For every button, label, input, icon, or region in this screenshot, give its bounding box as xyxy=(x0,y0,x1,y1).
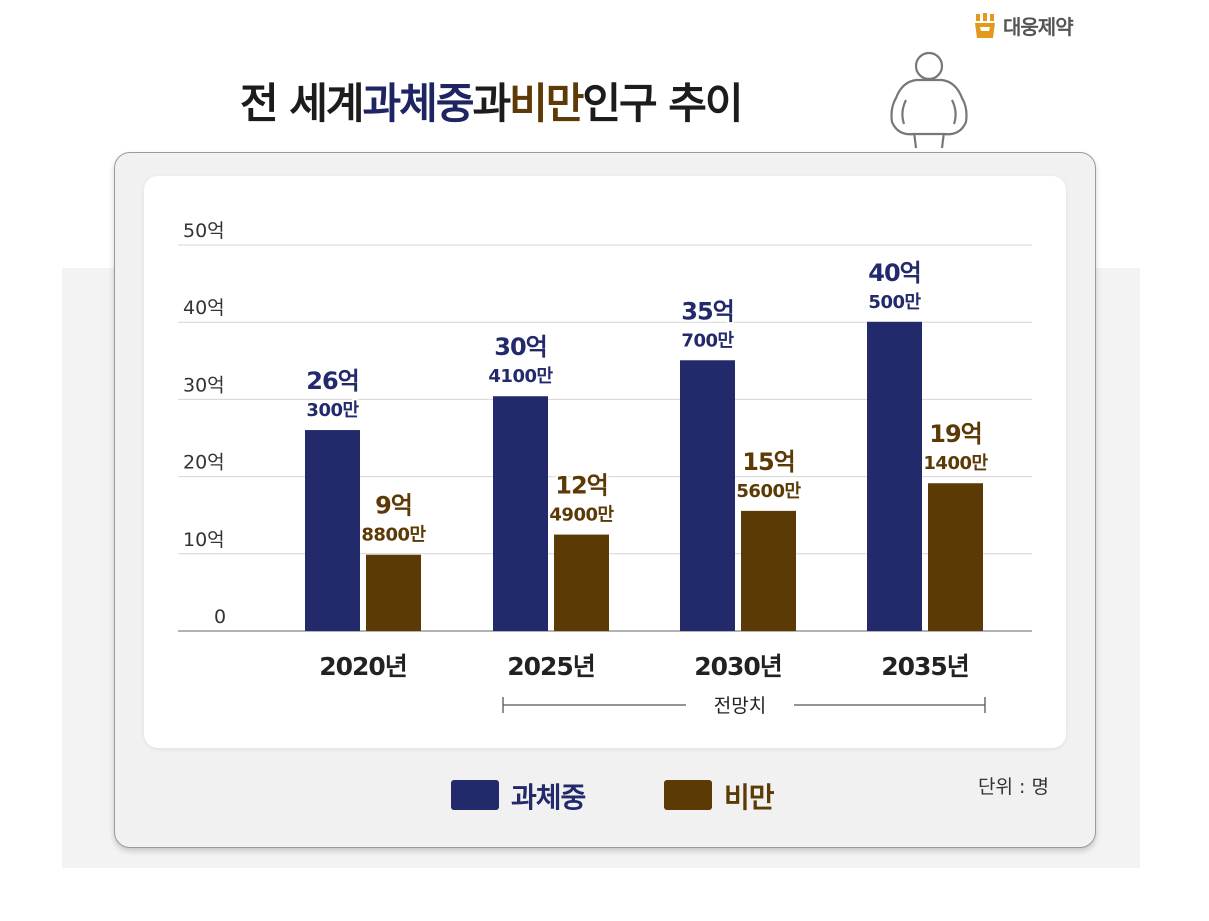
obese-bar xyxy=(928,483,983,631)
forecast-label: 전망치 xyxy=(714,695,766,717)
data-label-sub: 1400만 xyxy=(923,453,988,474)
y-tick-label: 50억 xyxy=(183,220,225,242)
title-part: 인구 추이 xyxy=(582,78,743,128)
legend-label-overweight: 과체중 xyxy=(511,781,586,814)
data-label-main: 30억 xyxy=(494,333,546,361)
legend-swatch-overweight xyxy=(451,780,499,810)
title-part: 과 xyxy=(472,78,511,128)
obese-bar xyxy=(741,510,796,631)
overweight-bar xyxy=(680,360,735,631)
data-label-main: 19억 xyxy=(929,420,981,448)
title-highlight-overweight: 과체중 xyxy=(362,78,475,128)
x-category-label: 2025년 xyxy=(507,652,595,681)
y-tick-label: 20억 xyxy=(183,452,225,474)
x-category-label: 2020년 xyxy=(319,652,407,681)
x-category-label: 2035년 xyxy=(881,652,969,681)
y-tick-label: 0 xyxy=(214,606,226,628)
y-tick-label: 40억 xyxy=(183,297,225,319)
data-label-main: 40억 xyxy=(868,259,920,287)
y-tick-label: 30억 xyxy=(183,374,225,396)
obese-bar xyxy=(366,554,421,631)
data-label-main: 9억 xyxy=(375,492,412,520)
legend-label-obese: 비만 xyxy=(724,781,775,814)
page-title: 전 세계 과체중 과 비만 인구 추이 xyxy=(240,72,744,128)
obese-person-icon xyxy=(890,51,968,149)
data-label-sub: 8800만 xyxy=(361,525,426,546)
overweight-bar xyxy=(867,321,922,631)
data-label-sub: 4900만 xyxy=(549,505,614,526)
brand-logo: 대웅제약 xyxy=(972,10,1074,40)
data-label-main: 12억 xyxy=(555,472,607,500)
title-part: 전 세계 xyxy=(240,78,365,128)
data-label-main: 35억 xyxy=(681,297,733,325)
obese-bar xyxy=(554,534,609,631)
data-label-sub: 5600만 xyxy=(736,481,801,502)
brand-name: 대웅제약 xyxy=(1003,14,1074,39)
data-label-sub: 4100만 xyxy=(488,366,553,387)
bear-logo-icon xyxy=(975,13,995,38)
data-label-main: 26억 xyxy=(306,367,358,395)
data-label-sub: 500만 xyxy=(868,292,921,313)
x-category-label: 2030년 xyxy=(694,652,782,681)
overweight-bar xyxy=(493,396,548,631)
data-label-main: 15억 xyxy=(742,448,794,476)
overweight-bar xyxy=(305,430,360,631)
y-tick-label: 10억 xyxy=(183,529,225,551)
title-highlight-obese: 비만 xyxy=(509,78,584,128)
data-label-sub: 700만 xyxy=(681,330,734,351)
data-label-sub: 300만 xyxy=(306,400,359,421)
legend-swatch-obese xyxy=(664,780,712,810)
unit-label: 단위 : 명 xyxy=(978,776,1049,798)
